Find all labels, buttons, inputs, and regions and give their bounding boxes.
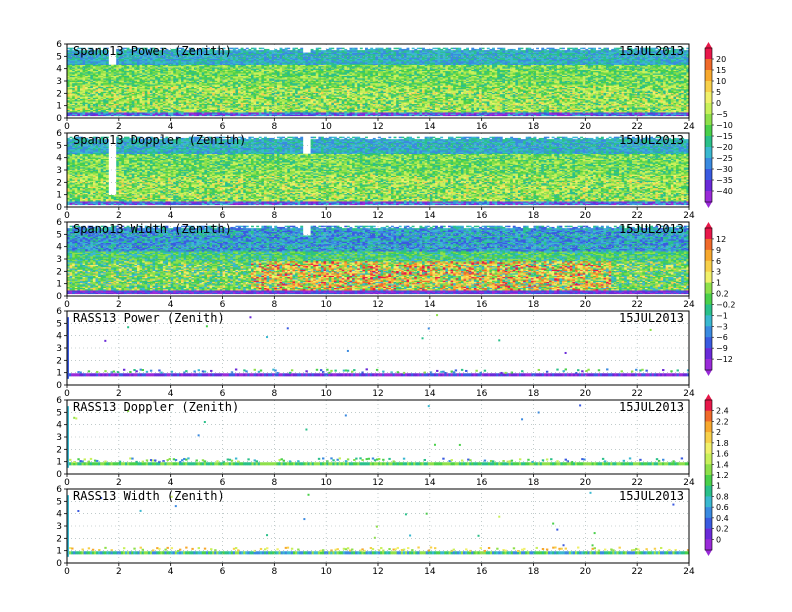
data-cell	[267, 49, 270, 51]
data-cell	[246, 48, 249, 50]
data-cell	[256, 50, 259, 52]
data-cell	[108, 65, 111, 67]
data-cell	[114, 65, 117, 67]
data-cell	[264, 49, 267, 51]
data-cell	[246, 50, 249, 52]
data-cell	[235, 50, 238, 52]
data-cell	[243, 49, 246, 51]
data-cell	[248, 49, 251, 51]
data-cell	[261, 48, 264, 50]
data-cell	[269, 50, 272, 52]
data-cell	[259, 48, 262, 50]
data-cell	[251, 50, 254, 52]
data-cell	[251, 48, 254, 50]
data-cell	[254, 48, 257, 50]
data-cell	[111, 65, 114, 67]
data-cell	[241, 48, 244, 50]
data-cell	[233, 48, 236, 50]
data-cell	[259, 50, 262, 52]
data-cell	[238, 49, 241, 51]
data-cell	[261, 50, 264, 52]
data-cell	[235, 48, 238, 50]
